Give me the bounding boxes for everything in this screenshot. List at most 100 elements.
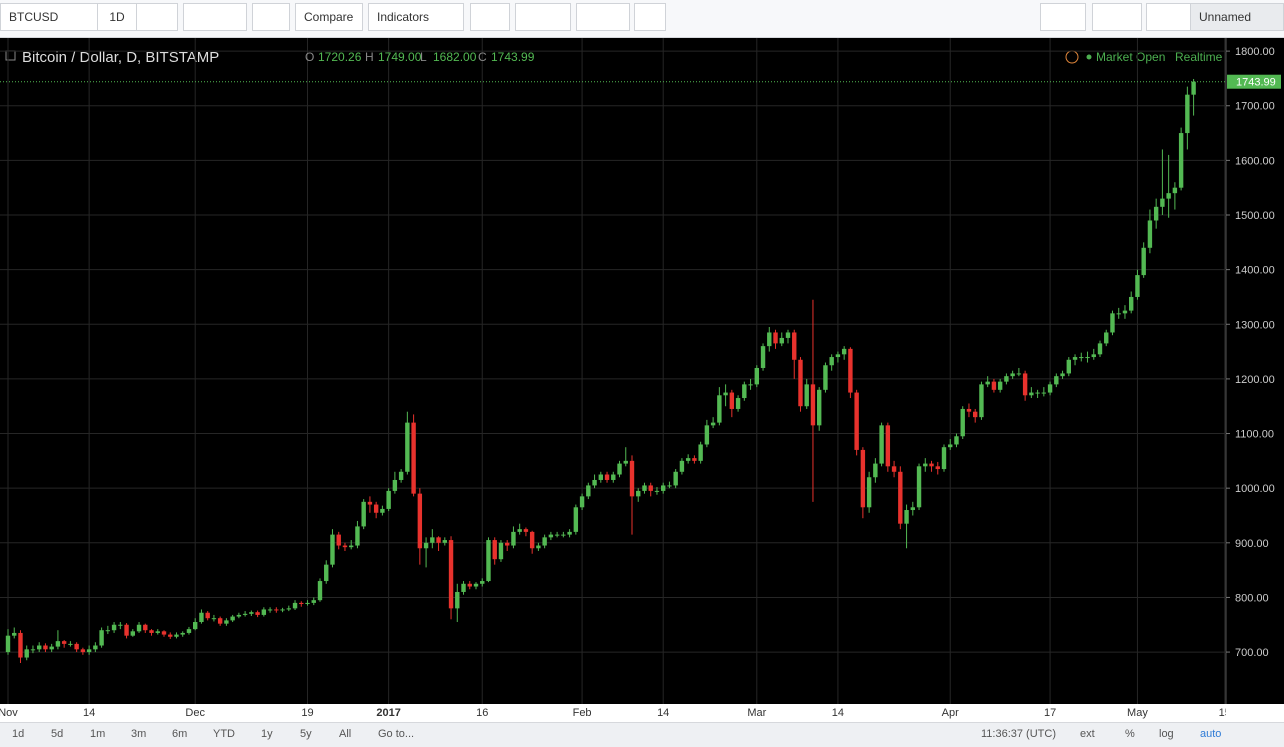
candle-body: [230, 616, 235, 621]
candle-body: [498, 542, 504, 560]
candle-body: [667, 485, 672, 487]
candle-body: [492, 540, 497, 560]
range-button[interactable]: YTD: [213, 728, 235, 740]
candle-body: [611, 474, 616, 480]
candle-body: [854, 392, 859, 450]
candle-body: [717, 395, 722, 423]
candle-body: [1041, 392, 1047, 394]
save[interactable]: [1146, 3, 1192, 31]
candle-body: [174, 634, 179, 637]
candle-body: [1141, 247, 1146, 276]
candle-body: [536, 545, 541, 549]
candle-body: [948, 444, 953, 448]
candle-body: [904, 510, 909, 524]
candle-body: [12, 632, 17, 636]
candle-body: [37, 645, 42, 650]
candle-body: [486, 540, 491, 582]
axis-option[interactable]: ext: [1080, 728, 1095, 740]
candle-body: [1166, 193, 1171, 199]
ideas[interactable]: [515, 3, 571, 31]
candle-body: [679, 460, 685, 472]
layout-box[interactable]: [1040, 3, 1086, 31]
alert[interactable]: [470, 3, 510, 31]
candle-body: [448, 540, 454, 609]
candle-body: [24, 649, 29, 658]
undo-redo[interactable]: [576, 3, 630, 31]
candle-body: [891, 466, 897, 472]
candle-body: [810, 384, 816, 426]
interval[interactable]: 1D: [97, 3, 137, 31]
candle-body: [280, 609, 285, 611]
x-tick-label: 2017: [376, 707, 401, 719]
candle-body: [442, 540, 447, 543]
candle-body: [873, 463, 878, 478]
range-button[interactable]: All: [339, 728, 352, 740]
candle-body: [193, 622, 198, 630]
candle-body: [349, 545, 354, 548]
range-button[interactable]: 5d: [51, 728, 64, 740]
candle-body: [997, 381, 1003, 390]
range-button[interactable]: 1y: [261, 728, 273, 740]
candle-body: [973, 411, 978, 418]
candle-body: [161, 631, 167, 635]
range-button[interactable]: 1m: [90, 728, 106, 740]
candle-body: [629, 460, 635, 497]
candle-body: [342, 545, 348, 548]
ohlc-value: 1682.00: [433, 50, 477, 64]
symbol-input[interactable]: BTCUSD: [0, 3, 98, 31]
goto-button[interactable]: Go to...: [378, 728, 415, 740]
candle-body: [1122, 310, 1128, 314]
candle-body: [642, 485, 647, 491]
candle-body: [55, 641, 61, 647]
x-axis: Nov 14 Dec 19 2017 16 Feb 14 Mar 14 Apr 17 May 15: [0, 704, 1226, 722]
candle-body: [792, 332, 797, 360]
candle-body: [785, 332, 791, 338]
candle-body: [804, 384, 809, 407]
candle-body: [636, 490, 641, 497]
fullscreen[interactable]: [634, 3, 666, 31]
candle-body: [436, 537, 441, 543]
range-button[interactable]: 6m: [172, 728, 188, 740]
candle-body: [255, 612, 260, 615]
candle-body: [1104, 332, 1109, 344]
candle-body: [1178, 133, 1184, 188]
candle-body: [604, 474, 610, 480]
candle-body: [49, 646, 54, 650]
candle-body: [1004, 376, 1009, 382]
axis-option[interactable]: auto: [1200, 728, 1222, 740]
layout-name[interactable]: Unnamed: [1190, 3, 1284, 31]
candle-body: [199, 612, 204, 623]
candle-body: [729, 392, 735, 409]
interval-menu[interactable]: [136, 3, 178, 31]
candle-body: [261, 609, 267, 615]
candle-body: [817, 389, 822, 426]
compare[interactable]: Compare: [295, 3, 363, 31]
ohlc-letter: H: [365, 50, 374, 64]
axis-option[interactable]: %: [1125, 728, 1135, 740]
candle-body: [517, 529, 522, 532]
y-tick-label: 1500.00: [1235, 210, 1275, 222]
axis-option[interactable]: log: [1159, 728, 1174, 740]
settings[interactable]: [252, 3, 290, 31]
range-button[interactable]: 3m: [131, 728, 147, 740]
candle-body: [386, 490, 391, 509]
candle-body: [910, 507, 915, 511]
candle-body: [835, 354, 841, 358]
candle-body: [1072, 357, 1078, 360]
chart-style[interactable]: [183, 3, 247, 31]
candle-body: [654, 490, 660, 492]
x-tick-label: 17: [1043, 707, 1057, 719]
candle-body: [86, 649, 92, 653]
indicators[interactable]: Indicators: [368, 3, 464, 31]
range-button[interactable]: 5y: [300, 728, 312, 740]
candle-body: [380, 508, 385, 513]
candle-body: [392, 479, 398, 491]
candle-body: [760, 346, 766, 368]
range-button[interactable]: 1d: [12, 728, 25, 740]
load[interactable]: [1092, 3, 1142, 31]
candle-body: [455, 591, 460, 609]
candle-body: [673, 471, 678, 486]
chart: Bitcoin / Dollar, D, BITSTAMP Market Ope…: [0, 38, 1284, 704]
candle-body: [236, 614, 242, 617]
candle-body: [954, 436, 959, 445]
